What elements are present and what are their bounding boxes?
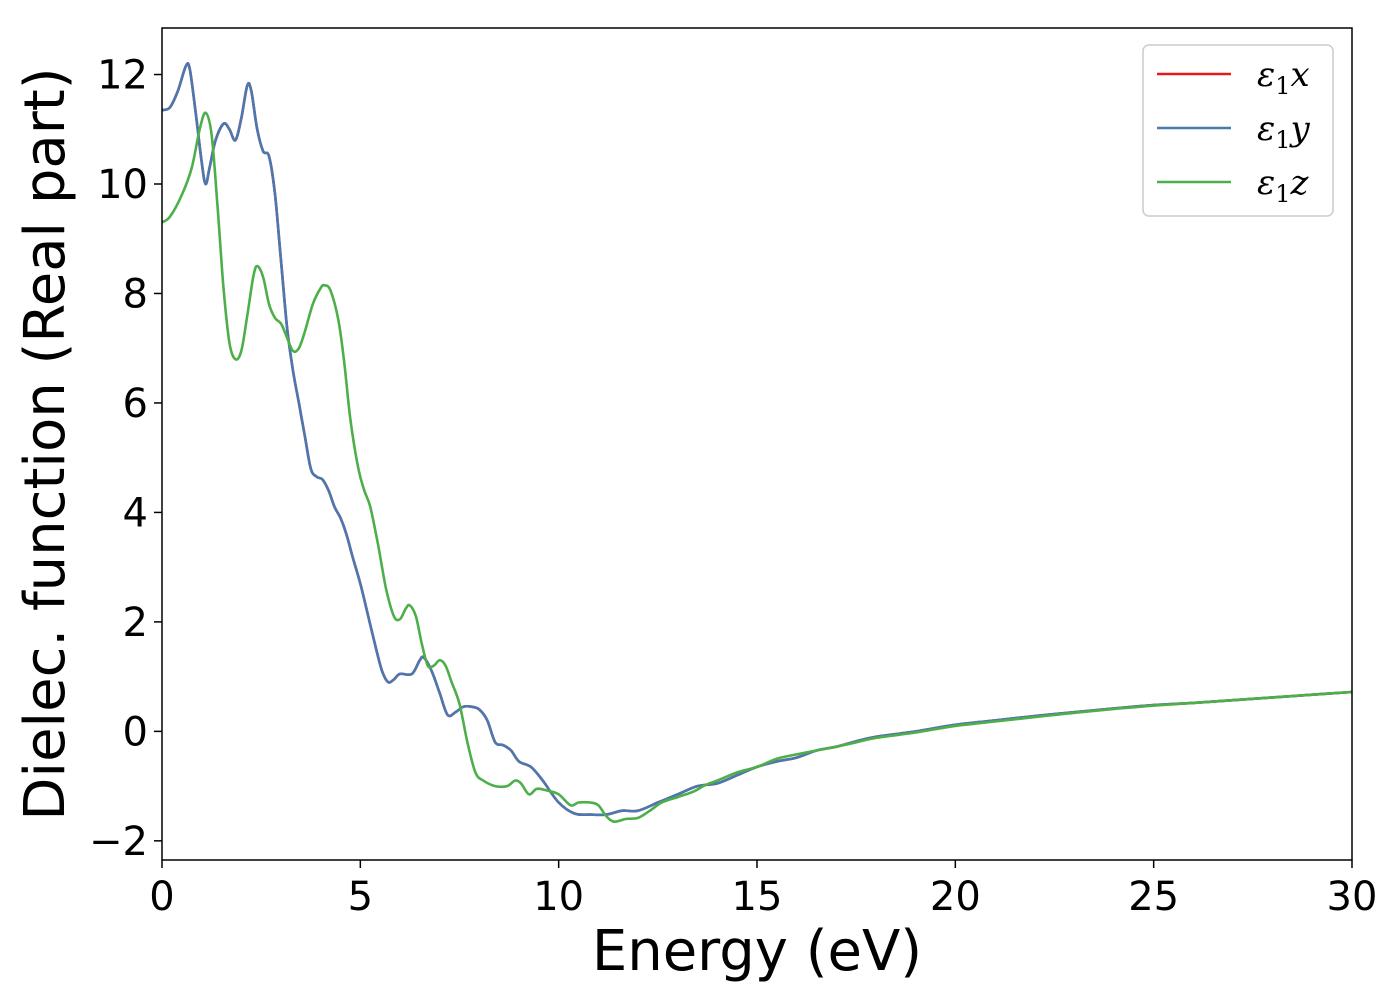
x-tick-label: 25	[1128, 874, 1179, 920]
legend-label-main: ε	[1257, 55, 1275, 95]
legend-label-subscript: 1	[1275, 180, 1290, 208]
x-tick-label: 10	[533, 874, 584, 920]
x-axis-label: Energy (eV)	[592, 919, 922, 984]
legend-label-x: ε1x	[1257, 55, 1310, 100]
legend-label-z: ε1z	[1257, 163, 1310, 208]
legend-label-suffix: y	[1289, 109, 1311, 149]
y-tick-label: 6	[123, 381, 148, 427]
x-tick-label: 5	[348, 874, 373, 920]
legend-label-y: ε1y	[1257, 109, 1311, 154]
series-line-z	[162, 111, 1352, 824]
legend-label-main: ε	[1257, 109, 1275, 149]
y-tick-label: 2	[123, 600, 148, 646]
x-tick-label: 0	[149, 874, 174, 920]
y-tick-label: 4	[123, 490, 148, 536]
y-tick-label: 8	[123, 271, 148, 317]
y-axis-label: Dielec. function (Real part)	[13, 67, 78, 820]
x-tick-label: 15	[732, 874, 783, 920]
x-tick-label: 30	[1327, 874, 1378, 920]
x-tick-label: 20	[930, 874, 981, 920]
legend-label-main: ε	[1257, 163, 1275, 203]
legend-label-subscript: 1	[1275, 72, 1290, 100]
y-tick-label: 12	[97, 53, 148, 99]
y-tick-label: 0	[123, 709, 148, 755]
legend-label-suffix: x	[1291, 55, 1310, 95]
legend-label-subscript: 1	[1275, 126, 1290, 154]
legend-label-suffix: z	[1290, 163, 1310, 203]
series-layer	[162, 62, 1352, 824]
legend-box	[1142, 44, 1334, 217]
y-tick-label: −2	[89, 819, 148, 865]
y-tick-label: 10	[97, 162, 148, 208]
